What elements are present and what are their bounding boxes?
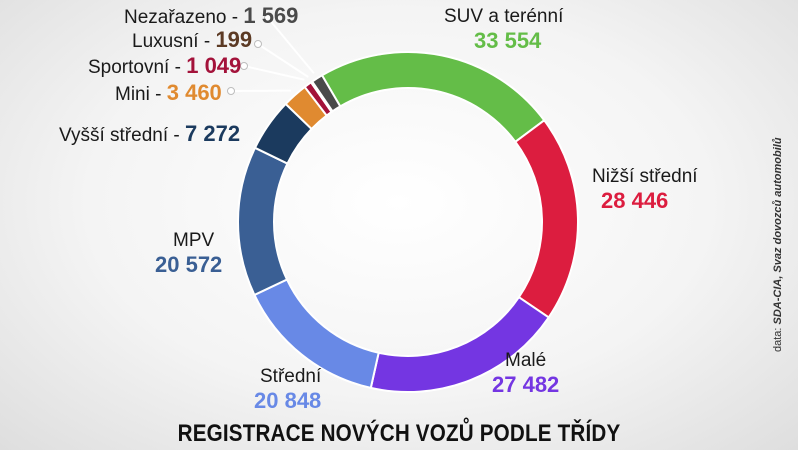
label-nezarazeno-value: 1 569 [243,3,299,28]
donut-slice-1 [513,118,579,319]
label-mpv: MPV 20 572 [155,230,222,278]
label-nizsi: Nižší střední 28 446 [592,166,698,214]
label-suv: SUV a terénní 33 554 [444,6,563,54]
label-male-name: Malé [505,350,547,371]
label-luxusni-name: Luxusní - [132,31,211,52]
source-prefix: data: [772,327,784,352]
label-male-value: 27 482 [492,372,560,397]
label-nezarazeno-name: Nezařazeno - [124,7,239,28]
source-note: data: SDA-CIA, Svaz dovozců automobilů [772,92,784,352]
label-luxusni: Luxusní - 199 [132,27,252,53]
label-nizsi-value: 28 446 [601,188,669,213]
label-nizsi-name: Nižší střední [592,166,698,187]
label-sportovni: Sportovní - 1 049 [88,53,241,79]
donut-slice-9 [310,73,342,113]
source-text: SDA-CIA, Svaz dovozců automobilů [772,137,784,325]
label-mpv-value: 20 572 [155,252,223,277]
leader-line-9 [267,17,315,74]
leader-dot-6 [227,87,235,95]
donut-slice-0 [320,51,546,144]
label-suv-name: SUV a terénní [444,6,564,27]
label-mini: Mini - 3 460 [115,80,222,106]
leader-dot-8 [254,40,262,48]
label-nezarazeno: Nezařazeno - 1 569 [124,3,298,29]
label-stredni-name: Střední [260,366,322,387]
donut-slice-4 [237,146,289,297]
leader-line-8 [257,43,309,78]
label-mini-name: Mini - [115,84,162,105]
label-sportovni-name: Sportovní - [88,57,181,78]
leader-dot-9 [264,14,272,22]
label-mpv-name: MPV [173,230,215,251]
label-mini-value: 3 460 [166,80,222,105]
label-male: Malé 27 482 [492,350,559,398]
label-suv-value: 33 554 [474,28,542,53]
chart-title: REGISTRACE NOVÝCH VOZŮ PODLE TŘÍDY [177,420,621,447]
label-stredni-value: 20 848 [254,388,322,413]
label-sportovni-value: 1 049 [186,53,242,78]
label-luxusni-value: 199 [215,27,253,52]
label-vyssi-value: 7 272 [185,121,241,146]
label-stredni: Střední 20 848 [254,366,321,414]
label-vyssi: Vyšší střední - 7 272 [59,121,240,147]
leader-line-7 [243,65,305,81]
leader-dot-7 [240,62,248,70]
label-vyssi-name: Vyšší střední - [59,125,180,146]
